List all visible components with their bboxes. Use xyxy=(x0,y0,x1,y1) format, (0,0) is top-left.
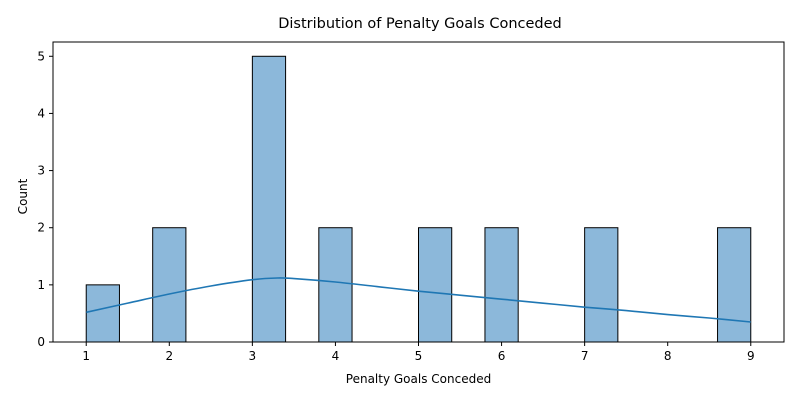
histogram-bar-5 xyxy=(484,227,519,343)
y-tick-label-2: 2 xyxy=(37,221,45,235)
x-tick-label-5: 6 xyxy=(498,349,506,363)
kde-curve xyxy=(86,277,751,323)
y-axis-ticks: 0 1 2 3 4 5 xyxy=(37,49,53,349)
histogram-bar-3 xyxy=(318,227,353,343)
histogram-bar-0 xyxy=(85,284,120,343)
kde-layer xyxy=(86,277,751,323)
y-tick-label-0: 0 xyxy=(37,335,45,349)
y-tick-label-5: 5 xyxy=(37,49,45,63)
histogram-bar-6 xyxy=(584,227,619,343)
x-axis-label: Penalty Goals Conceded xyxy=(346,372,491,386)
x-tick-label-3: 4 xyxy=(332,349,340,363)
x-tick-label-7: 8 xyxy=(664,349,672,363)
y-tick-label-4: 4 xyxy=(37,106,45,120)
y-axis-label: Count xyxy=(16,178,30,214)
histogram-bar-2 xyxy=(251,55,287,343)
histogram-bar-7 xyxy=(717,227,752,343)
x-tick-label-2: 3 xyxy=(249,349,257,363)
x-tick-label-1: 2 xyxy=(165,349,173,363)
x-tick-label-6: 7 xyxy=(581,349,589,363)
x-axis-ticks: 1 2 3 4 5 6 7 8 9 xyxy=(82,342,755,363)
histogram-bar-4 xyxy=(418,227,453,343)
histogram-bar-1 xyxy=(152,227,187,343)
chart-title: Distribution of Penalty Goals Conceded xyxy=(278,16,562,32)
y-tick-label-3: 3 xyxy=(37,164,45,178)
x-tick-label-8: 9 xyxy=(747,349,755,363)
y-tick-label-1: 1 xyxy=(37,278,45,292)
bars-layer xyxy=(85,55,752,343)
x-tick-label-0: 1 xyxy=(82,349,90,363)
x-tick-label-4: 5 xyxy=(415,349,423,363)
